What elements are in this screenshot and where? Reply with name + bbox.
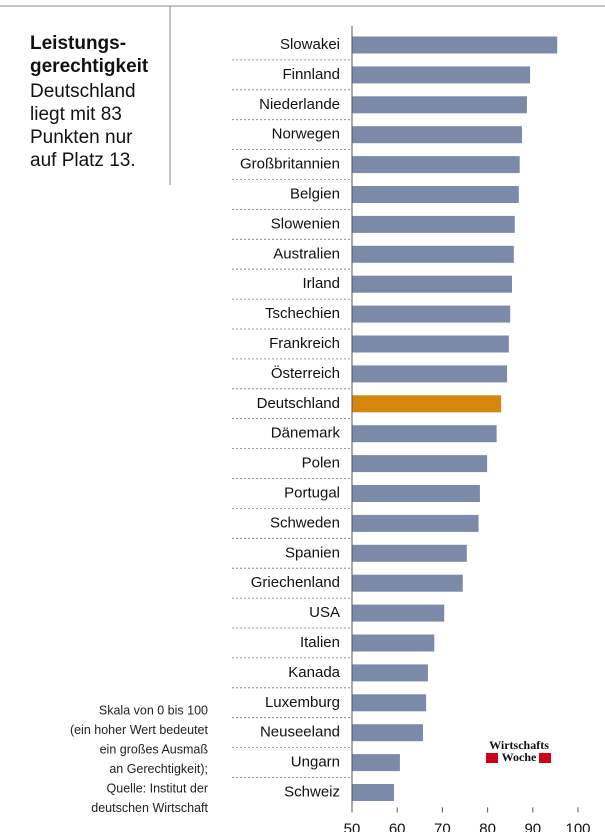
y-tick-label: Belgien [290, 185, 340, 202]
y-tick-label: Frankreich [269, 335, 340, 352]
y-tick-label: Italien [300, 634, 340, 651]
source-note: deutschen Wirtschaft [91, 801, 208, 815]
y-tick-label: Kanada [288, 664, 340, 681]
y-tick-label: Dänemark [271, 425, 341, 442]
bar [352, 365, 508, 383]
bar [352, 36, 558, 54]
bar [352, 66, 531, 84]
bar [352, 126, 522, 144]
y-tick-label: Österreich [271, 364, 340, 382]
chart-title: gerechtigkeit [30, 56, 149, 77]
bar [352, 215, 515, 233]
y-tick-label: Irland [302, 275, 340, 292]
y-tick-label: Polen [302, 455, 340, 472]
y-tick-label: Schweden [270, 514, 340, 531]
x-tick-label: 70 [434, 820, 451, 832]
y-tick-label: Slowakei [280, 36, 340, 53]
y-tick-label: Neuseeland [260, 724, 340, 741]
bar [352, 634, 435, 652]
y-tick-label: Luxemburg [265, 694, 340, 711]
bar [352, 305, 511, 323]
x-tick-label: 100 [565, 820, 590, 832]
bar [352, 544, 467, 562]
bar [352, 156, 520, 174]
bar [352, 694, 427, 712]
bar [352, 485, 480, 502]
y-tick-label: Portugal [284, 484, 340, 501]
logo-block [539, 753, 551, 763]
y-tick-label: Tschechien [265, 305, 340, 322]
y-tick-label: Finnland [282, 66, 340, 83]
bar [352, 96, 527, 114]
bar [352, 275, 513, 293]
logo-block [486, 753, 498, 763]
bar [352, 574, 463, 592]
y-tick-label: Australien [273, 245, 340, 262]
subtitle: auf Platz 13. [30, 150, 136, 171]
subtitle: Deutschland [30, 81, 136, 102]
bar [352, 754, 400, 772]
y-tick-label: Norwegen [272, 126, 340, 143]
source-note: (ein hoher Wert bedeutet [70, 723, 209, 737]
bar [352, 784, 395, 801]
y-tick-label: Niederlande [259, 96, 340, 113]
y-tick-label: Slowenien [271, 215, 340, 232]
x-tick-label: 90 [524, 820, 541, 832]
source-note: Quelle: Institut der [107, 781, 208, 795]
bar [352, 245, 514, 263]
logo: Woche [502, 750, 537, 764]
y-tick-label: Spanien [285, 544, 340, 561]
bar [352, 724, 423, 742]
y-tick-label: Ungarn [291, 754, 340, 771]
y-tick-label: USA [309, 604, 340, 621]
bar [352, 335, 509, 353]
bar [352, 186, 519, 203]
x-tick-label: 80 [479, 820, 496, 832]
source-note: an Gerechtigkeit); [109, 762, 208, 776]
chart-title: Leistungs- [30, 33, 126, 54]
bar [352, 425, 497, 443]
bar [352, 664, 428, 682]
y-tick-label: Großbritannien [240, 156, 340, 173]
source-note: Skala von 0 bis 100 [99, 703, 208, 717]
bar [352, 395, 502, 413]
bar [352, 514, 479, 532]
y-tick-label: Griechenland [251, 574, 340, 591]
y-tick-label: Schweiz [284, 783, 340, 800]
bar [352, 455, 488, 473]
x-tick-label: 60 [389, 820, 406, 832]
y-tick-label: Deutschland [257, 395, 340, 412]
subtitle: liegt mit 83 [30, 104, 122, 125]
x-tick-label: 50 [344, 820, 361, 832]
bar [352, 604, 445, 622]
logo: Wirtschafts [489, 738, 549, 752]
source-note: ein großes Ausmaß [100, 742, 209, 756]
subtitle: Punkten nur [30, 127, 133, 148]
